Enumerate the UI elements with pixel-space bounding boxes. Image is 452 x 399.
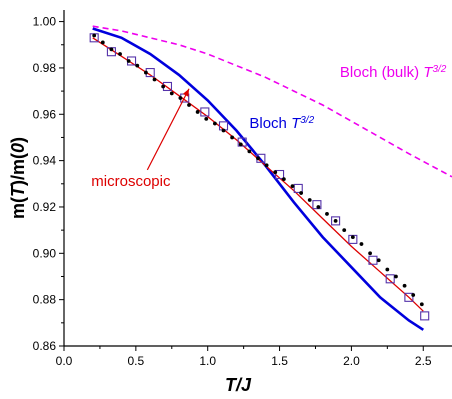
y-tick-label: 0.88 (33, 293, 57, 307)
x-tick-label: 2.5 (415, 354, 432, 368)
x-tick-label: 0.5 (128, 354, 145, 368)
y-tick-label: 0.94 (33, 154, 57, 168)
x-axis-title: T/J (225, 375, 252, 395)
series-4-point (135, 64, 139, 68)
y-axis-title: m(T)/m(0) (8, 137, 28, 219)
y-tick-label: 0.96 (33, 107, 57, 121)
series-4-point (179, 96, 183, 100)
series-4-point (282, 177, 286, 181)
series-4-point (308, 198, 312, 202)
series-4-point (118, 52, 122, 56)
series-4-point (196, 110, 200, 114)
series-4-point (325, 212, 329, 216)
x-tick-label: 1.0 (199, 354, 216, 368)
series-4-point (256, 156, 260, 160)
series-4-point (213, 122, 217, 126)
series-4-point (420, 302, 424, 306)
y-tick-label: 0.90 (33, 246, 57, 260)
x-tick-label: 0.0 (56, 354, 73, 368)
series-4-point (411, 293, 415, 297)
series-0-line (93, 26, 452, 177)
series-3-point (421, 312, 429, 320)
y-tick-label: 0.92 (33, 200, 57, 214)
series-4-point (230, 136, 234, 140)
annotation-label: Bloch (bulk) T3/2 (340, 64, 447, 82)
x-tick-label: 1.5 (271, 354, 288, 368)
annotation-arrow (147, 89, 189, 170)
y-tick-label: 0.86 (33, 339, 57, 353)
series-4-point (351, 235, 355, 239)
series-4-point (187, 103, 191, 107)
series-4-point (110, 47, 114, 51)
series-4-point (247, 149, 251, 153)
series-4-point (394, 275, 398, 279)
series-4-point (222, 129, 226, 133)
series-4-point (153, 78, 157, 82)
series-4-point (334, 219, 338, 223)
series-4-point (377, 258, 381, 262)
series-4-point (161, 85, 165, 89)
series-4-point (385, 268, 389, 272)
series-4-point (403, 284, 407, 288)
series-4-point (273, 170, 277, 174)
series-4-point (368, 251, 372, 255)
series-4-point (204, 117, 208, 121)
series-4-point (342, 228, 346, 232)
series-4-point (239, 143, 243, 147)
annotation-label: microscopic (91, 173, 171, 190)
y-tick-label: 1.00 (33, 15, 57, 29)
series-4-point (291, 184, 295, 188)
series-4-point (92, 34, 96, 38)
annotation-label: Bloch T3/2 (249, 115, 314, 133)
series-4-point (360, 242, 364, 246)
series-4-point (170, 92, 174, 96)
series-4-point (316, 205, 320, 209)
series-4-point (144, 71, 148, 75)
series-4-point (101, 41, 105, 45)
series-4-point (127, 59, 131, 63)
series-4-point (299, 191, 303, 195)
y-tick-label: 0.98 (33, 61, 57, 75)
series-4-point (265, 163, 269, 167)
x-tick-label: 2.0 (343, 354, 360, 368)
